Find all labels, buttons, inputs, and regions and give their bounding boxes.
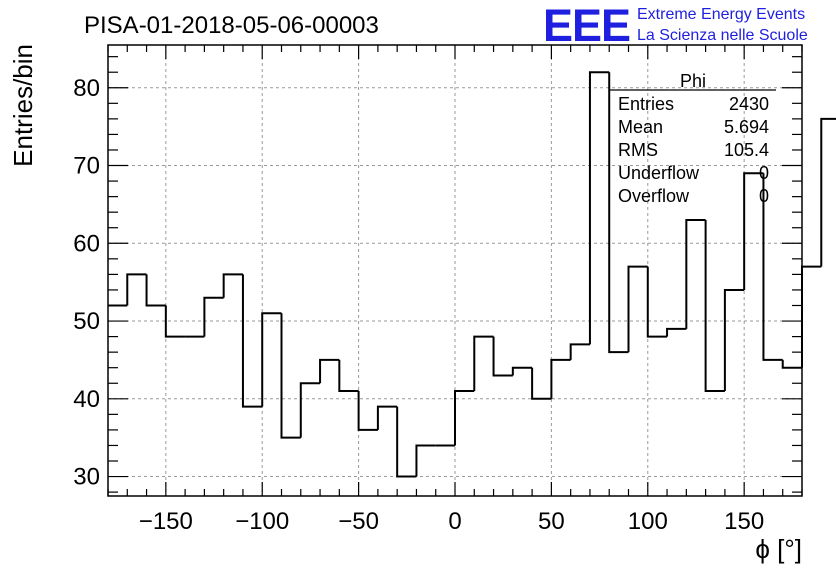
- stats-row-label: Overflow: [618, 186, 690, 206]
- histogram-bin: [261, 312, 282, 407]
- stats-row-label: Mean: [618, 117, 663, 137]
- x-tick-label: −100: [235, 508, 289, 535]
- histogram-bin: [801, 265, 822, 368]
- stats-row-value: 2430: [729, 94, 769, 114]
- y-tick-label: 40: [73, 386, 100, 413]
- y-tick-label: 80: [73, 75, 100, 102]
- histogram-bin: [511, 366, 533, 376]
- histogram-bin: [588, 71, 610, 345]
- histogram-bin: [646, 266, 668, 338]
- histogram-bin: [743, 172, 764, 290]
- stats-title: Phi: [680, 71, 706, 91]
- histogram-bin: [666, 327, 687, 337]
- y-axis-label: Entries/bin: [8, 44, 38, 167]
- stats-row-value: 0: [759, 163, 769, 183]
- histogram-bin: [145, 274, 166, 307]
- eee-logo-text: EEE: [543, 0, 630, 51]
- x-tick-label: 150: [724, 508, 764, 535]
- histogram-bin: [203, 296, 224, 337]
- histogram-bin: [299, 382, 321, 438]
- histogram-bin: [415, 444, 436, 477]
- run-title: PISA-01-2018-05-06-00003: [84, 12, 379, 39]
- histogram-bin: [338, 359, 359, 393]
- histogram-bin: [685, 218, 706, 329]
- histogram-bin: [704, 219, 725, 393]
- x-tick-label: 50: [538, 508, 565, 535]
- histogram-bin: [781, 359, 802, 369]
- histogram-bin: [608, 72, 629, 354]
- x-tick-label: −50: [338, 508, 379, 535]
- histogram-bin: [762, 173, 783, 361]
- histogram-bin: [820, 117, 836, 267]
- histogram-bin: [473, 335, 494, 392]
- y-tick-label: 60: [73, 230, 100, 257]
- stats-row-value: 105.4: [724, 140, 769, 160]
- x-tick-labels: −150 −100 −50 0 50 100 150: [139, 508, 764, 535]
- stats-box: Phi Entries 2430 Mean 5.694 RMS 105.4 Underflo…: [609, 71, 776, 206]
- stats-row-label: Entries: [618, 94, 674, 114]
- brand-line-2: La Scienza nelle Scuole: [637, 27, 808, 44]
- stats-row-value: 5.694: [724, 117, 769, 137]
- stats-row-label: Underflow: [618, 163, 700, 183]
- stats-row-label: RMS: [618, 140, 658, 160]
- histogram-bin: [531, 367, 552, 400]
- histogram-bin: [280, 313, 301, 439]
- y-tick-label: 70: [73, 153, 100, 180]
- histogram-bin: [357, 391, 378, 431]
- histogram-bin: [319, 358, 340, 384]
- stats-row-value: 0: [759, 186, 769, 206]
- histogram-bin: [376, 405, 398, 430]
- x-tick-label: 0: [448, 508, 461, 535]
- histogram-bin: [126, 273, 147, 306]
- histogram-bin: [550, 358, 571, 399]
- x-tick-label: 100: [628, 508, 668, 535]
- y-tick-label: 30: [73, 464, 100, 491]
- brand-line-1: Extreme Energy Events: [637, 6, 805, 23]
- histogram-bin: [492, 336, 513, 377]
- x-axis-label: ϕ [°]: [755, 534, 802, 564]
- histogram-bin: [396, 406, 417, 478]
- histogram-bin: [627, 265, 648, 353]
- y-tick-labels: 30 40 50 60 70 80: [73, 75, 100, 491]
- histogram-bin: [164, 305, 186, 338]
- axis-ticks: [107, 45, 803, 496]
- histogram-bin: [723, 288, 745, 392]
- histogram-bin: [222, 273, 243, 298]
- histogram-bin: [454, 390, 475, 446]
- histogram-bin: [569, 343, 590, 360]
- y-tick-label: 50: [73, 308, 100, 335]
- histogram-bars: [108, 71, 836, 478]
- x-tick-label: −150: [139, 508, 193, 535]
- histogram-bin: [241, 274, 263, 408]
